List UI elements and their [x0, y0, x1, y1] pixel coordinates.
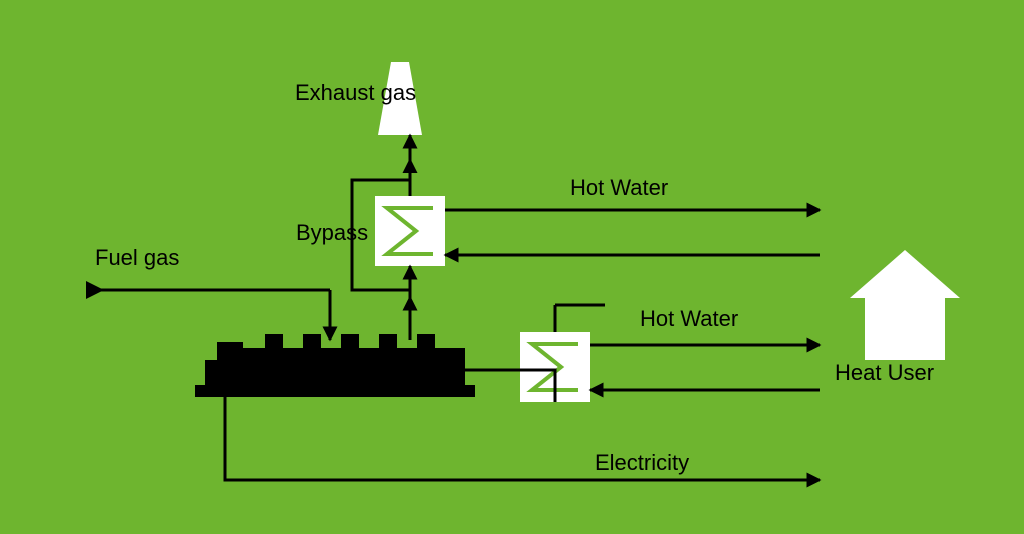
engine-cyl-4: [417, 334, 435, 352]
label-electricity: Electricity: [595, 450, 689, 475]
engine-cyl-3: [379, 334, 397, 352]
house-body: [865, 298, 945, 360]
engine-cyl-1: [303, 334, 321, 352]
engine-cyl-2: [341, 334, 359, 352]
label-hot-water-upper: Hot Water: [570, 175, 668, 200]
chp-diagram: Exhaust gas Bypass Fuel gas Hot Water Hot Wa…: [0, 0, 1024, 534]
engine-body: [225, 348, 465, 385]
engine-cyl-0: [265, 334, 283, 352]
engine-front: [205, 360, 245, 387]
label-fuel: Fuel gas: [95, 245, 179, 270]
label-bypass: Bypass: [296, 220, 368, 245]
label-exhaust: Exhaust gas: [295, 80, 416, 105]
engine-cab: [217, 342, 243, 364]
label-heat-user: Heat User: [835, 360, 934, 385]
label-hot-water-lower: Hot Water: [640, 306, 738, 331]
